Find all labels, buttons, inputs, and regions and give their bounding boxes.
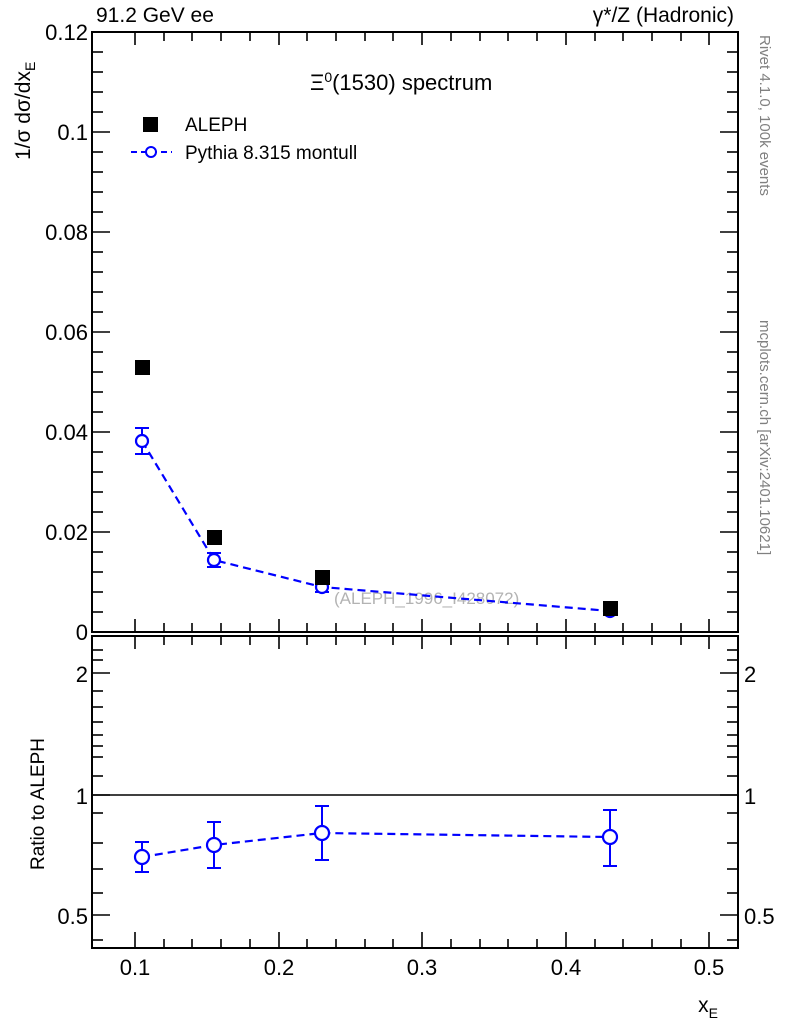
pythia-line-main [141,440,611,613]
ratio-tick-label-left: 2 [76,662,88,687]
y-tick-label: 0 [76,620,88,645]
ratio-tick-label-left: 1 [76,784,88,809]
pythia-marker-main [206,552,222,568]
pythia-marker-ratio [133,848,151,866]
plot-title-prefix: Ξ [310,70,324,95]
ratio-tick-label-right: 0.5 [744,904,775,929]
y-tick-label: 0.12 [45,20,88,45]
aleph-marker-main [135,360,150,375]
x-tick-labels: 0.1 0.2 0.3 0.4 0.5 [120,955,725,980]
pythia-marker-main [134,433,150,449]
svg-text:1/σ dσ/dxE: 1/σ dσ/dxE [12,62,38,160]
aleph-marker-main [207,530,222,545]
x-axis-label-sub: E [709,1005,718,1021]
series-pythia-ratio [133,805,619,873]
ratio-y-ticks [92,649,738,941]
series-aleph-main [135,360,618,616]
mcplots-source-label: mcplots.cern.ch [arXiv:2401.10621] [756,320,773,555]
pythia-marker-ratio [313,824,331,842]
pythia-line-ratio [141,831,611,859]
y-axis-label: 1/σ dσ/dxE [12,62,38,160]
ratio-x-ticks [134,636,710,948]
main-x-ticks [134,32,710,632]
watermark-analysis-id: (ALEPH_1996_I428072) [334,589,519,608]
y-axis-label-text: 1/σ dσ/dx [12,71,35,160]
header-right-label: γ*/Z (Hadronic) [593,4,734,27]
y-tick-label: 0.1 [57,120,88,145]
ratio-y-tick-labels: 2 1 0.5 2 1 0.5 [57,662,774,929]
legend-label-pythia: Pythia 8.315 montull [185,143,357,164]
main-y-ticks [92,31,738,633]
pythia-marker-ratio [601,828,619,846]
x-tick-label: 0.1 [120,955,151,980]
ratio-tick-label-right: 1 [744,784,756,809]
y-tick-label: 0.04 [45,420,88,445]
ratio-tick-label-left: 0.5 [57,904,88,929]
y-tick-label: 0.02 [45,520,88,545]
x-tick-label: 0.2 [264,955,295,980]
legend: ALEPH Pythia 8.315 montull [131,115,357,164]
legend-entry-aleph[interactable]: ALEPH [143,115,247,136]
aleph-marker-main [315,570,330,585]
header-left-label: 91.2 GeV ee [96,4,214,27]
x-tick-label: 0.4 [551,955,582,980]
y-tick-label: 0.08 [45,220,88,245]
y-tick-label: 0.06 [45,320,88,345]
ratio-tick-label-right: 2 [744,662,756,687]
x-axis-label: xE [698,994,718,1021]
legend-marker-open-circle-icon [145,146,157,158]
x-tick-label: 0.3 [407,955,438,980]
legend-entry-pythia[interactable]: Pythia 8.315 montull [131,143,357,164]
pythia-marker-ratio [205,836,223,854]
ratio-axis-label: Ratio to ALEPH [28,738,49,870]
main-y-tick-labels: 0.12 0.1 0.08 0.06 0.04 0.02 0 [45,20,88,645]
aleph-marker-main [603,601,618,616]
x-axis-label-text: x [698,994,709,1017]
legend-marker-filled-square-icon [143,117,158,132]
ratio-panel-frame [91,635,739,949]
y-axis-label-sub: E [22,62,38,71]
legend-label-aleph: ALEPH [185,115,247,136]
x-tick-label: 0.5 [694,955,725,980]
plot-title-superscript: 0 [324,69,332,85]
rivet-version-label: Rivet 4.1.0, 100k events [756,35,773,196]
plot-title-text: (1530) spectrum [332,70,492,95]
plot-title: Ξ0(1530) spectrum [310,69,492,95]
